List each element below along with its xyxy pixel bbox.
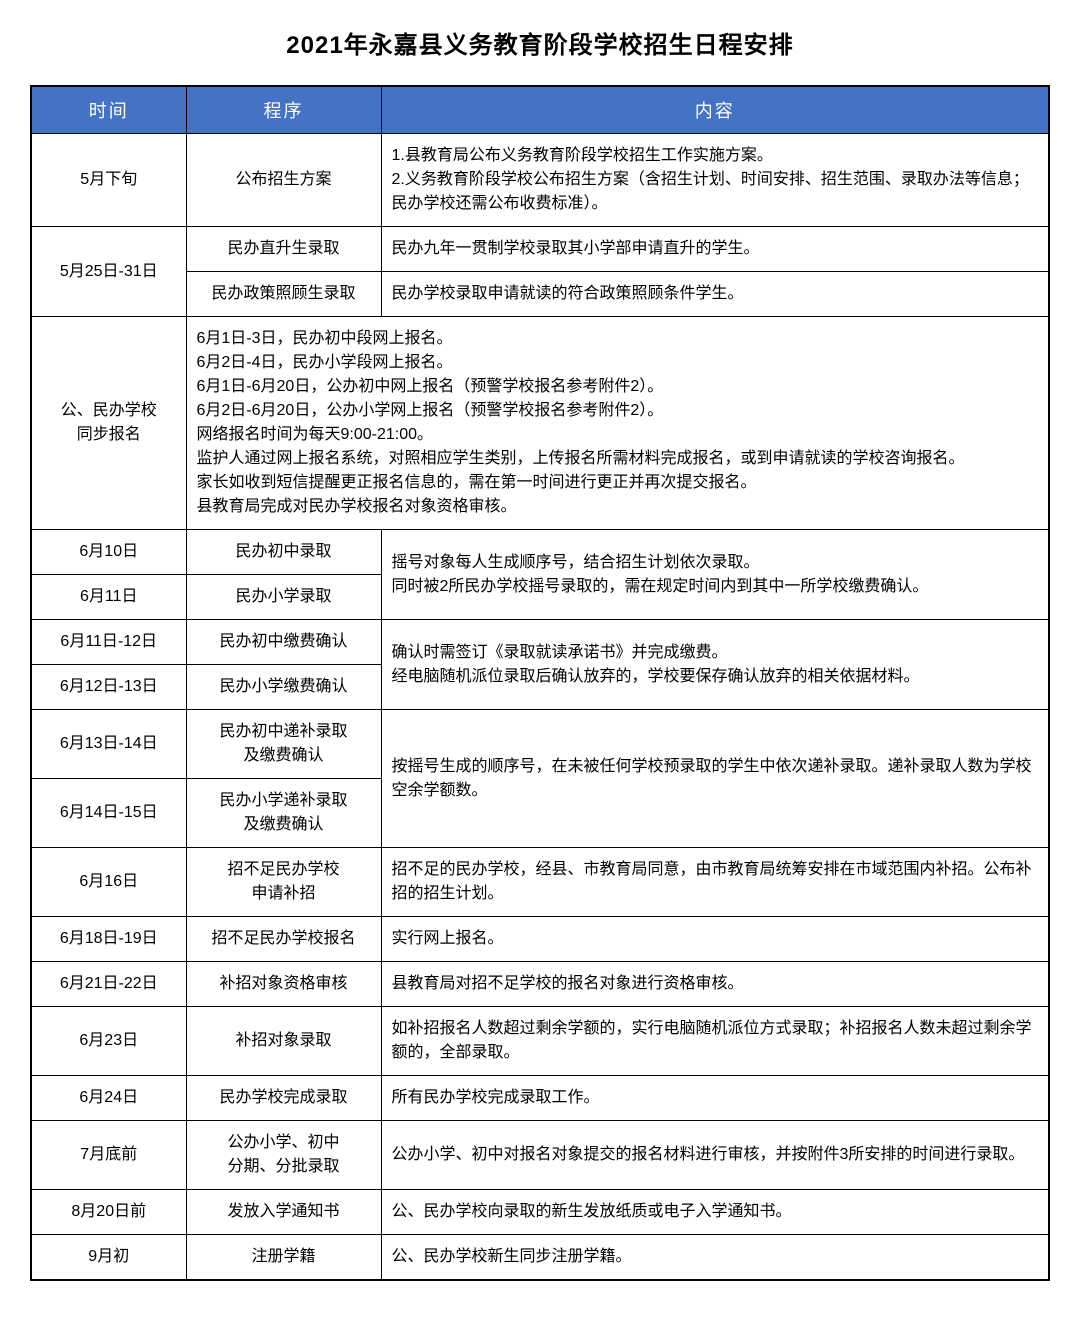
cell-proc: 注册学籍 [186,1235,381,1281]
cell-proc: 民办学校完成录取 [186,1076,381,1121]
table-row: 6月24日 民办学校完成录取 所有民办学校完成录取工作。 [31,1076,1049,1121]
cell-time: 6月21日-22日 [31,962,186,1007]
cell-proc: 公布招生方案 [186,134,381,227]
cell-time: 9月初 [31,1235,186,1281]
cell-proc: 补招对象资格审核 [186,962,381,1007]
cell-content: 民办九年一贯制学校录取其小学部申请直升的学生。 [381,227,1049,272]
table-row: 6月10日 民办初中录取 摇号对象每人生成顺序号，结合招生计划依次录取。同时被2… [31,530,1049,575]
cell-time: 8月20日前 [31,1190,186,1235]
cell-content: 民办学校录取申请就读的符合政策照顾条件学生。 [381,272,1049,317]
table-row: 6月18日-19日 招不足民办学校报名 实行网上报名。 [31,917,1049,962]
table-row: 6月16日 招不足民办学校申请补招 招不足的民办学校，经县、市教育局同意，由市教… [31,848,1049,917]
cell-content: 所有民办学校完成录取工作。 [381,1076,1049,1121]
cell-proc: 民办政策照顾生录取 [186,272,381,317]
cell-proc: 民办初中缴费确认 [186,620,381,665]
cell-time: 6月11日 [31,575,186,620]
cell-proc: 民办直升生录取 [186,227,381,272]
col-header-proc: 程序 [186,86,381,134]
page-title: 2021年永嘉县义务教育阶段学校招生日程安排 [30,25,1050,60]
cell-proc: 民办初中录取 [186,530,381,575]
table-row: 6月11日-12日 民办初中缴费确认 确认时需签订《录取就读承诺书》并完成缴费。… [31,620,1049,665]
cell-time: 6月14日-15日 [31,779,186,848]
col-header-content: 内容 [381,86,1049,134]
cell-proc: 公办小学、初中分期、分批录取 [186,1121,381,1190]
table-row: 6月23日 补招对象录取 如补招报名人数超过剩余学额的，实行电脑随机派位方式录取… [31,1007,1049,1076]
cell-content: 摇号对象每人生成顺序号，结合招生计划依次录取。同时被2所民办学校摇号录取的，需在… [381,530,1049,620]
cell-proc: 民办小学递补录取及缴费确认 [186,779,381,848]
cell-proc: 民办小学缴费确认 [186,665,381,710]
cell-content: 公、民办学校新生同步注册学籍。 [381,1235,1049,1281]
cell-content: 如补招报名人数超过剩余学额的，实行电脑随机派位方式录取；补招报名人数未超过剩余学… [381,1007,1049,1076]
cell-time: 6月18日-19日 [31,917,186,962]
cell-time: 6月12日-13日 [31,665,186,710]
cell-time: 6月16日 [31,848,186,917]
table-row: 6月13日-14日 民办初中递补录取及缴费确认 按摇号生成的顺序号，在未被任何学… [31,710,1049,779]
cell-content: 确认时需签订《录取就读承诺书》并完成缴费。经电脑随机派位录取后确认放弃的，学校要… [381,620,1049,710]
table-row: 7月底前 公办小学、初中分期、分批录取 公办小学、初中对报名对象提交的报名材料进… [31,1121,1049,1190]
cell-time: 6月10日 [31,530,186,575]
cell-time: 公、民办学校同步报名 [31,317,186,530]
cell-time: 5月下旬 [31,134,186,227]
cell-content: 公办小学、初中对报名对象提交的报名材料进行审核，并按附件3所安排的时间进行录取。 [381,1121,1049,1190]
table-row: 公、民办学校同步报名 6月1日-3日，民办初中段网上报名。6月2日-4日，民办小… [31,317,1049,530]
cell-proc: 招不足民办学校报名 [186,917,381,962]
cell-content: 按摇号生成的顺序号，在未被任何学校预录取的学生中依次递补录取。递补录取人数为学校… [381,710,1049,848]
cell-time: 6月11日-12日 [31,620,186,665]
cell-content: 招不足的民办学校，经县、市教育局同意，由市教育局统筹安排在市域范围内补招。公布补… [381,848,1049,917]
table-row: 8月20日前 发放入学通知书 公、民办学校向录取的新生发放纸质或电子入学通知书。 [31,1190,1049,1235]
cell-content: 县教育局对招不足学校的报名对象进行资格审核。 [381,962,1049,1007]
cell-content: 实行网上报名。 [381,917,1049,962]
cell-time: 6月24日 [31,1076,186,1121]
cell-time: 6月23日 [31,1007,186,1076]
cell-content: 6月1日-3日，民办初中段网上报名。6月2日-4日，民办小学段网上报名。6月1日… [186,317,1049,530]
cell-proc: 民办小学录取 [186,575,381,620]
table-header-row: 时间 程序 内容 [31,86,1049,134]
cell-time: 6月13日-14日 [31,710,186,779]
schedule-table: 时间 程序 内容 5月下旬 公布招生方案 1.县教育局公布义务教育阶段学校招生工… [30,85,1050,1281]
cell-time: 7月底前 [31,1121,186,1190]
table-row: 9月初 注册学籍 公、民办学校新生同步注册学籍。 [31,1235,1049,1281]
cell-content: 1.县教育局公布义务教育阶段学校招生工作实施方案。2.义务教育阶段学校公布招生方… [381,134,1049,227]
col-header-time: 时间 [31,86,186,134]
cell-proc: 民办初中递补录取及缴费确认 [186,710,381,779]
cell-time: 5月25日-31日 [31,227,186,317]
cell-content: 公、民办学校向录取的新生发放纸质或电子入学通知书。 [381,1190,1049,1235]
cell-proc: 补招对象录取 [186,1007,381,1076]
cell-proc: 发放入学通知书 [186,1190,381,1235]
cell-proc: 招不足民办学校申请补招 [186,848,381,917]
table-row: 5月25日-31日 民办直升生录取 民办九年一贯制学校录取其小学部申请直升的学生… [31,227,1049,272]
table-row: 6月21日-22日 补招对象资格审核 县教育局对招不足学校的报名对象进行资格审核… [31,962,1049,1007]
table-row: 5月下旬 公布招生方案 1.县教育局公布义务教育阶段学校招生工作实施方案。2.义… [31,134,1049,227]
